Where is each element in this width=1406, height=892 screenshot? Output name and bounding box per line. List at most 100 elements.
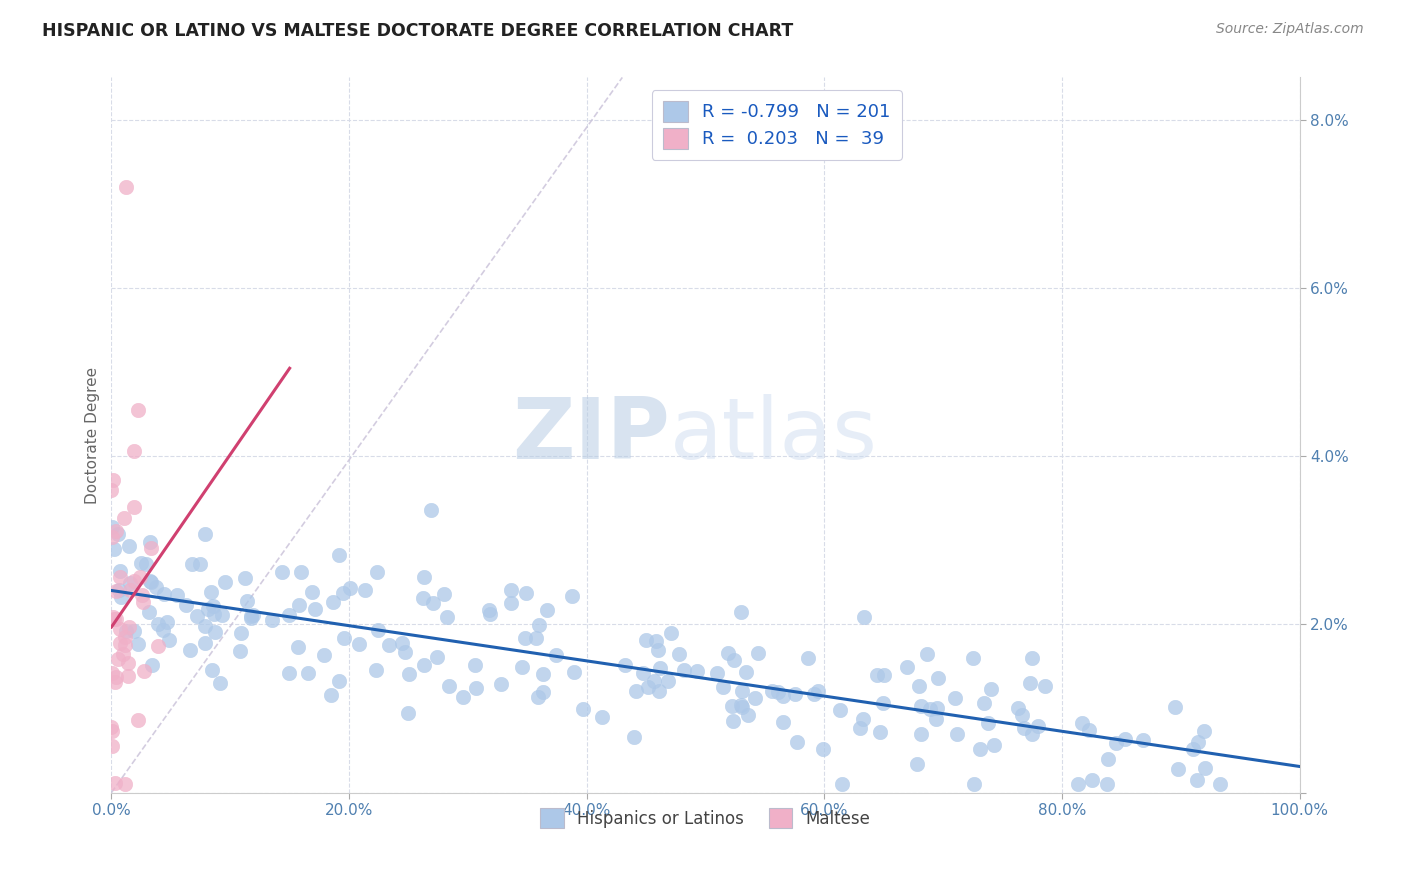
Point [287,640,309,655]
Point [920,702,942,716]
Point [1007,701,1029,715]
Point [744,691,766,706]
Point [1182,741,1205,756]
Point [104,583,127,598]
Point [114,777,136,791]
Point [969,742,991,756]
Point [114,638,136,652]
Point [533,667,555,681]
Point [367,624,389,638]
Point [139,541,162,555]
Point [1167,762,1189,776]
Point [1077,723,1099,737]
Point [156,615,179,629]
Point [562,665,585,679]
Text: ZIP: ZIP [512,393,669,476]
Point [202,599,225,614]
Point [515,586,537,600]
Point [141,657,163,672]
Point [1026,719,1049,733]
Point [1021,726,1043,740]
Point [422,596,444,610]
Point [127,637,149,651]
Point [322,595,344,609]
Point [314,648,336,662]
Point [673,663,696,677]
Point [153,587,176,601]
Point [711,680,734,694]
Y-axis label: Doctorate Degree: Doctorate Degree [86,367,100,504]
Point [426,650,449,665]
Point [925,712,948,726]
Point [721,699,744,714]
Point [731,700,754,714]
Point [451,690,474,705]
Point [122,500,145,514]
Point [489,676,512,690]
Point [122,444,145,458]
Point [1097,777,1119,791]
Legend: Hispanics or Latinos, Maltese: Hispanics or Latinos, Maltese [534,802,877,834]
Point [132,664,155,678]
Point [1114,732,1136,747]
Point [166,588,188,602]
Point [723,653,745,667]
Point [105,524,128,538]
Point [118,582,141,597]
Point [366,566,388,580]
Point [108,564,131,578]
Point [240,610,263,624]
Point [202,607,225,621]
Point [643,674,665,689]
Point [103,674,125,689]
Point [479,607,502,621]
Point [908,679,931,693]
Point [111,647,134,661]
Point [1194,761,1216,775]
Point [211,607,233,622]
Point [108,582,131,597]
Point [114,179,136,194]
Point [905,756,928,771]
Point [648,661,671,675]
Point [145,580,167,594]
Point [730,698,752,712]
Text: atlas: atlas [669,393,877,476]
Point [366,663,388,677]
Point [146,617,169,632]
Point [721,714,744,729]
Point [378,639,401,653]
Point [413,570,436,584]
Point [510,659,533,673]
Point [277,665,299,680]
Point [339,581,361,595]
Point [499,583,522,598]
Point [201,663,224,677]
Point [117,669,139,683]
Point [131,588,153,602]
Point [328,548,350,562]
Point [332,586,354,600]
Point [973,696,995,710]
Point [174,598,197,612]
Point [647,642,669,657]
Point [118,575,141,590]
Point [353,583,375,598]
Point [980,682,1002,697]
Point [1187,734,1209,748]
Point [591,710,613,724]
Point [437,679,460,693]
Point [129,570,152,584]
Point [122,574,145,589]
Point [419,503,441,517]
Point [347,637,370,651]
Point [138,535,160,549]
Point [214,575,236,590]
Point [478,603,501,617]
Point [101,473,124,487]
Point [896,660,918,674]
Point [413,657,436,672]
Point [831,777,853,791]
Point [866,667,889,681]
Point [194,636,217,650]
